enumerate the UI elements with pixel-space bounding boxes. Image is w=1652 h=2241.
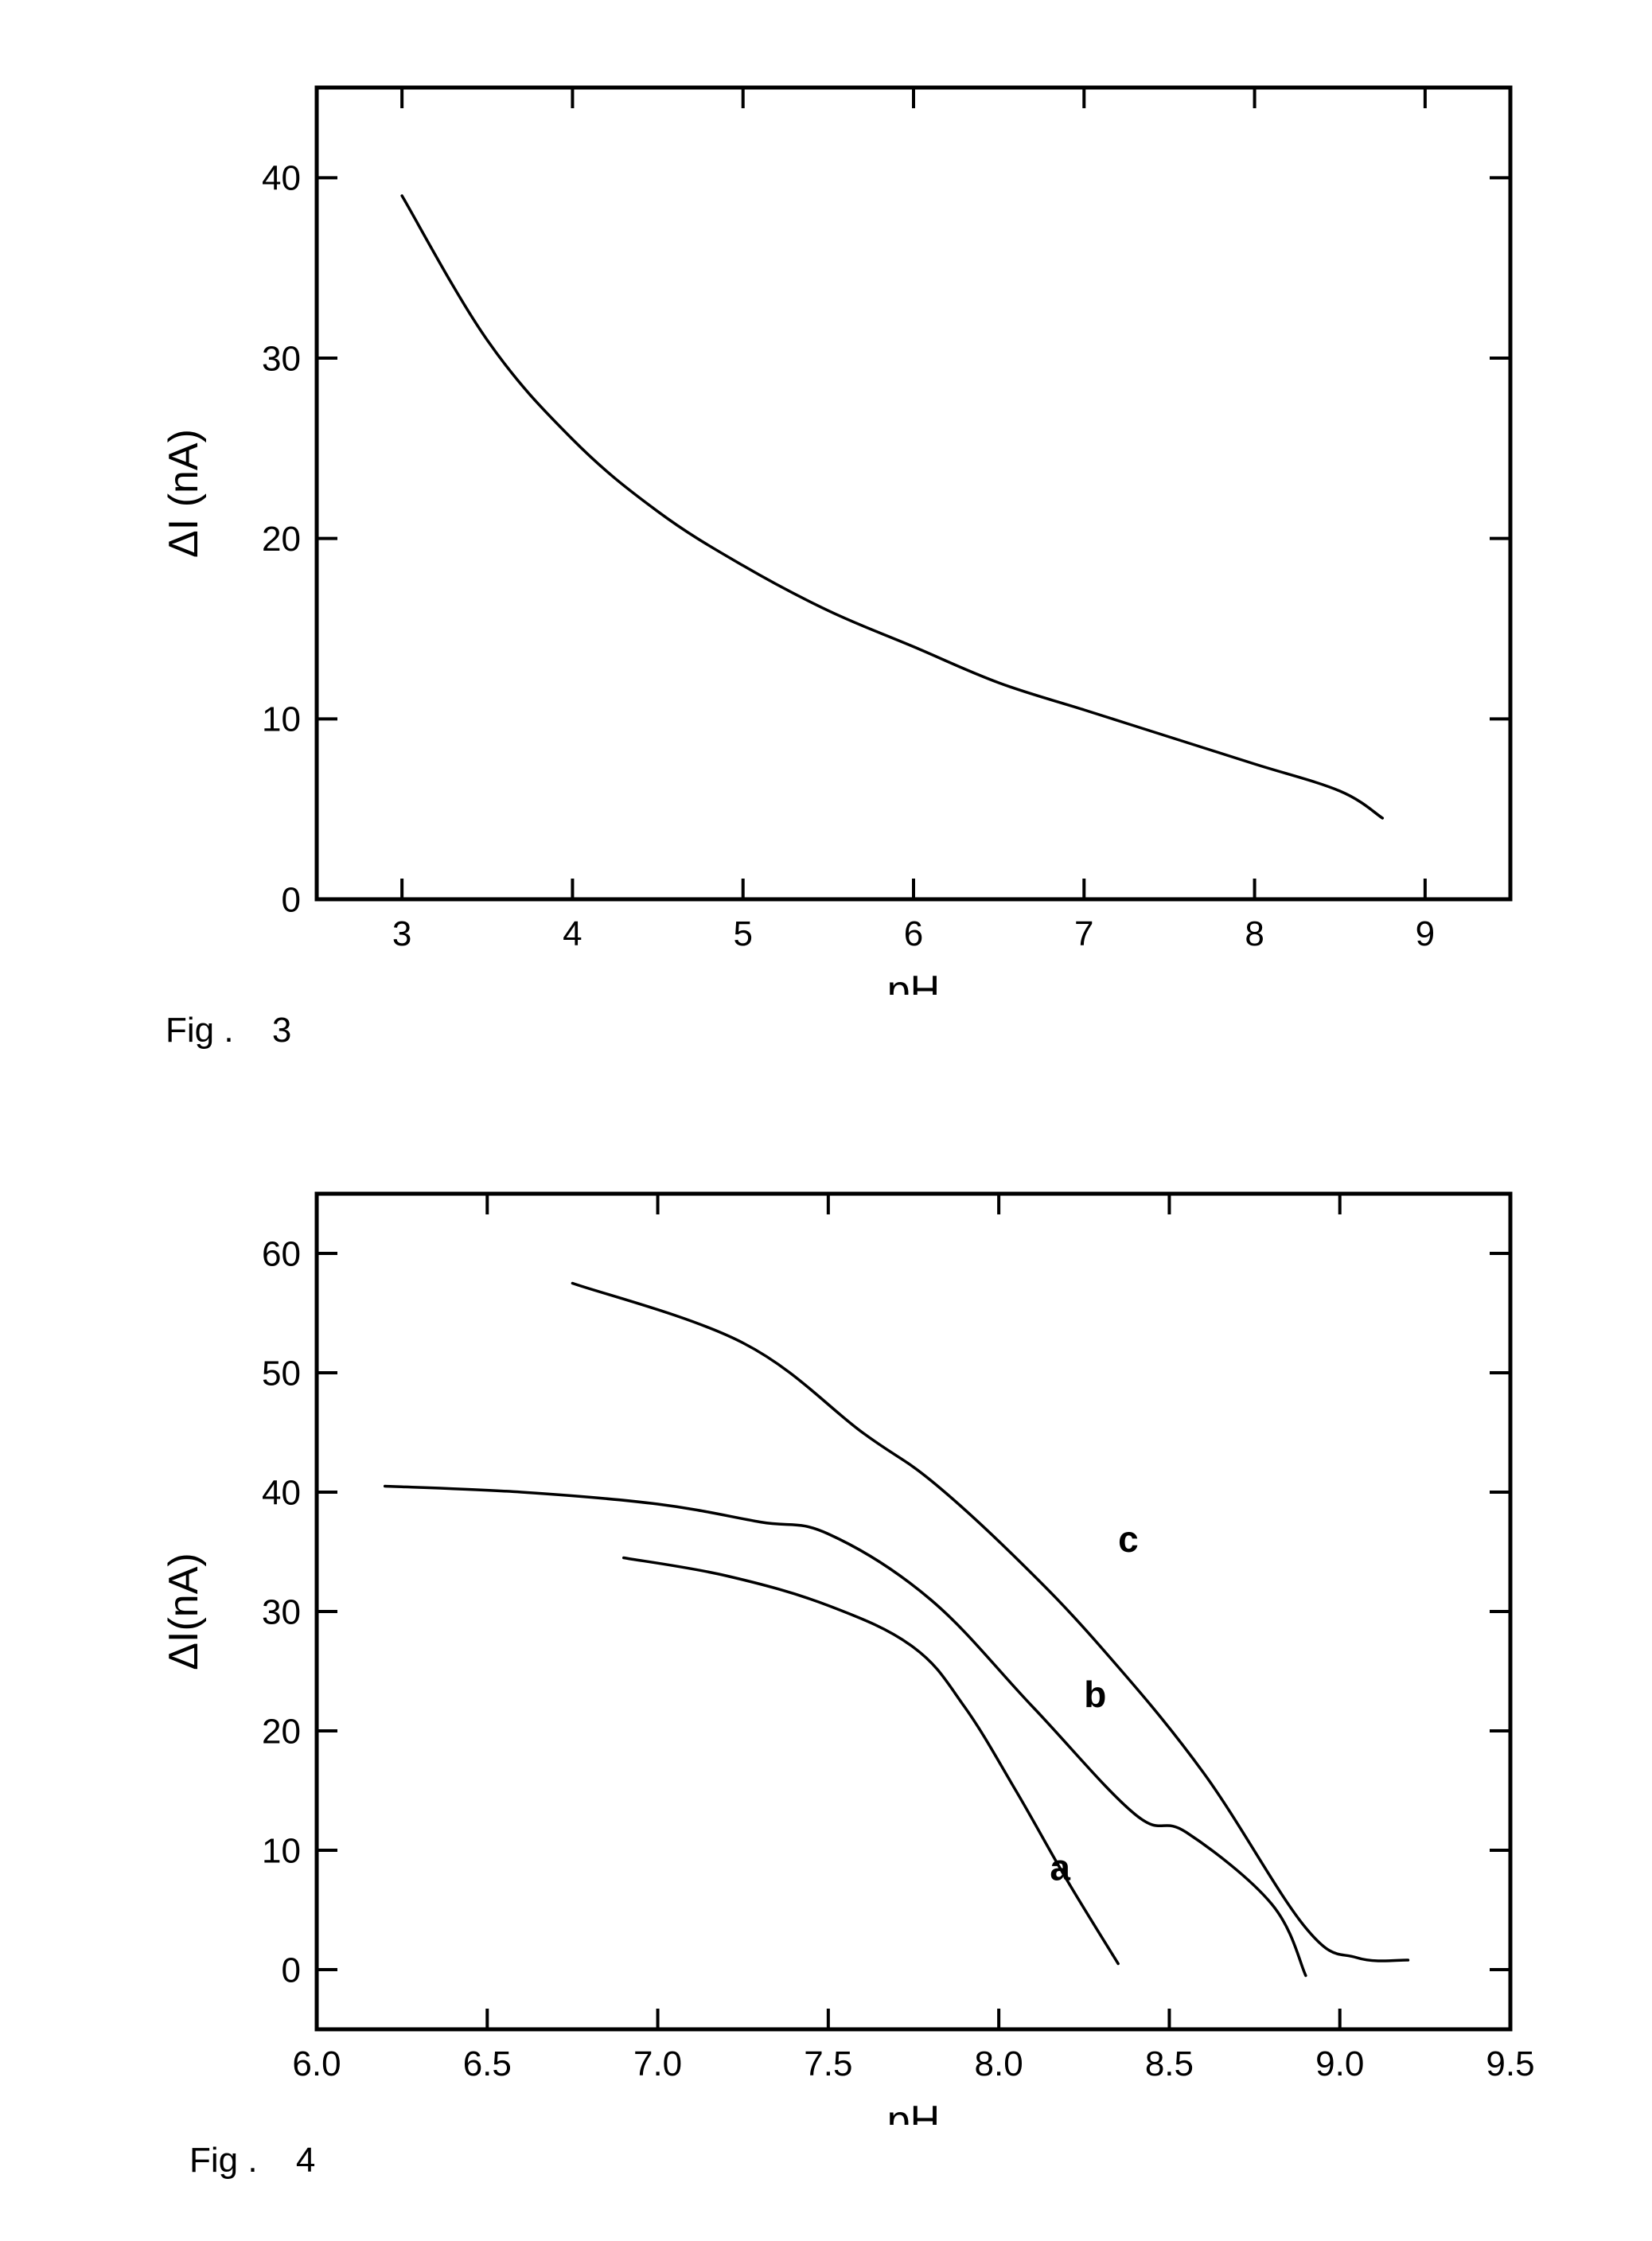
x-tick-label: 7.0	[633, 2044, 682, 2083]
x-tick-label: 9.0	[1315, 2044, 1364, 2083]
fig4-curve-a	[624, 1558, 1118, 1964]
fig4-curve-c	[572, 1284, 1408, 1962]
fig3-caption-prefix: Fig .	[166, 1011, 234, 1050]
x-tick-label: 3	[392, 914, 411, 953]
y-tick-label: 10	[262, 700, 301, 739]
fig4-series-label-b: b	[1084, 1674, 1106, 1715]
fig4-caption: Fig . 4	[189, 2141, 315, 2181]
x-tick-label: 4	[563, 914, 582, 953]
x-tick-label: 6.5	[463, 2044, 512, 2083]
y-tick-label: 0	[282, 880, 301, 919]
fig4-series-label-a: a	[1050, 1847, 1070, 1888]
x-tick-label: 6.0	[292, 2044, 341, 2083]
plot-frame	[317, 1194, 1510, 2029]
fig3-caption-number: 3	[272, 1011, 291, 1050]
y-tick-label: 40	[262, 1473, 301, 1512]
x-tick-label: 5	[733, 914, 752, 953]
y-tick-label: 10	[262, 1831, 301, 1870]
plot-frame	[317, 88, 1510, 899]
fig3-chart: 3 4 5 6 7 8 9 0 10 20 30 40 pH ΔI (nA)	[134, 56, 1534, 995]
y-tick-label: 20	[262, 520, 301, 559]
x-tick-label: 9.5	[1486, 2044, 1534, 2083]
fig3-curve	[402, 196, 1382, 818]
x-tick-label: 6	[904, 914, 923, 953]
x-axis-label: pH	[887, 968, 940, 995]
y-tick-label: 20	[262, 1712, 301, 1751]
x-tick-label: 8	[1245, 914, 1264, 953]
y-tick-label: 30	[262, 339, 301, 378]
fig4-caption-prefix: Fig .	[189, 2141, 258, 2180]
y-tick-label: 50	[262, 1354, 301, 1393]
x-tick-label: 7.5	[804, 2044, 852, 2083]
y-tick-label: 0	[282, 1951, 301, 1990]
fig4-panel: 6.0 6.5 7.0 7.5 8.0 8.5 9.0 9.5 0 10 20 30 40 50 60 pH Δ…	[134, 1162, 1534, 2125]
fig3-caption: Fig . 3	[166, 1011, 291, 1050]
x-tick-label: 7	[1074, 914, 1093, 953]
y-tick-label: 60	[262, 1234, 301, 1273]
fig4-caption-number: 4	[296, 2141, 315, 2180]
y-axis-label: ΔI (nA)	[161, 429, 207, 558]
fig3-panel: 3 4 5 6 7 8 9 0 10 20 30 40 pH ΔI (nA)	[134, 56, 1534, 995]
y-tick-label: 30	[262, 1592, 301, 1631]
fig4-chart: 6.0 6.5 7.0 7.5 8.0 8.5 9.0 9.5 0 10 20 30 40 50 60 pH Δ…	[134, 1162, 1534, 2125]
fig4-curve-b	[385, 1487, 1306, 1976]
x-tick-label: 8.5	[1145, 2044, 1194, 2083]
y-axis-label: ΔI(nA)	[161, 1553, 207, 1670]
x-axis-label: pH	[887, 2098, 940, 2125]
x-tick-label: 9	[1416, 914, 1435, 953]
fig4-series-label-c: c	[1118, 1518, 1139, 1560]
x-tick-label: 8.0	[975, 2044, 1023, 2083]
y-tick-label: 40	[262, 159, 301, 198]
